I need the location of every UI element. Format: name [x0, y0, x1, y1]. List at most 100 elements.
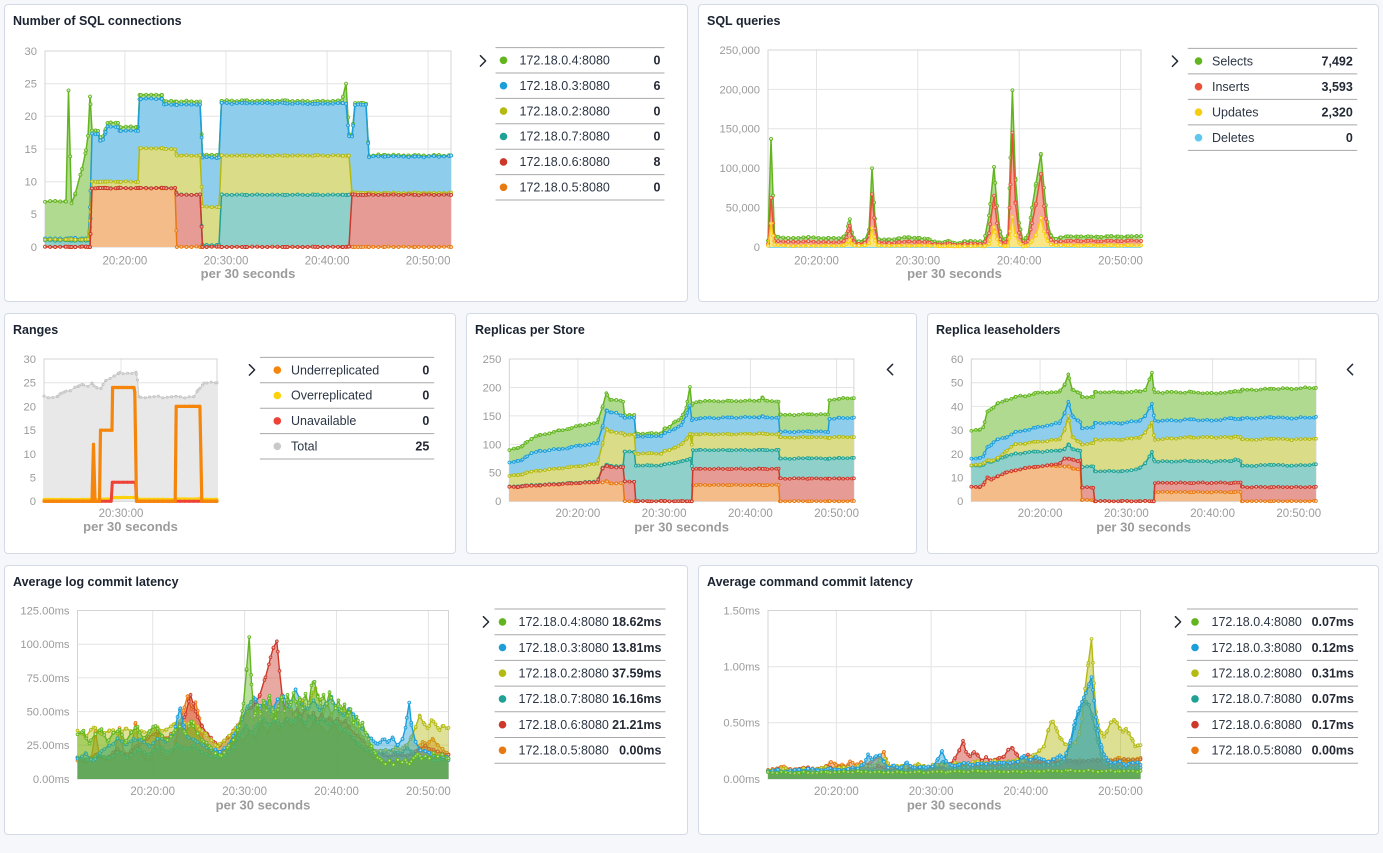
svg-text:20:40:00: 20:40:00	[728, 508, 773, 520]
svg-text:150,000: 150,000	[719, 124, 759, 136]
svg-text:172.18.0.5:8080: 172.18.0.5:8080	[520, 181, 610, 195]
svg-text:0.00ms: 0.00ms	[619, 743, 661, 757]
svg-text:15: 15	[24, 425, 36, 437]
svg-text:1.50ms: 1.50ms	[723, 605, 760, 617]
svg-text:40: 40	[950, 401, 962, 413]
svg-text:20:30:00: 20:30:00	[1104, 508, 1149, 520]
svg-text:Selects: Selects	[1212, 54, 1253, 68]
svg-text:125.00ms: 125.00ms	[20, 605, 70, 617]
svg-text:172.18.0.7:8080: 172.18.0.7:8080	[520, 130, 610, 144]
svg-text:172.18.0.2:8080: 172.18.0.2:8080	[520, 104, 610, 118]
svg-text:100,000: 100,000	[719, 163, 759, 175]
svg-text:20:40:00: 20:40:00	[314, 786, 359, 798]
svg-text:SQL queries: SQL queries	[707, 14, 780, 28]
svg-text:150: 150	[482, 411, 501, 423]
svg-text:50: 50	[950, 378, 962, 390]
svg-text:10: 10	[25, 177, 37, 189]
svg-text:0: 0	[1345, 131, 1352, 145]
svg-text:20:50:00: 20:50:00	[1098, 786, 1143, 798]
svg-text:10: 10	[24, 449, 36, 461]
svg-text:Underreplicated: Underreplicated	[291, 363, 379, 377]
svg-text:172.18.0.7:8080: 172.18.0.7:8080	[519, 692, 609, 706]
svg-text:172.18.0.2:8080: 172.18.0.2:8080	[519, 666, 609, 680]
svg-text:200,000: 200,000	[719, 84, 759, 96]
svg-text:20:50:00: 20:50:00	[406, 786, 451, 798]
svg-text:Inserts: Inserts	[1212, 80, 1250, 94]
svg-text:172.18.0.6:8080: 172.18.0.6:8080	[1211, 717, 1301, 731]
svg-text:5: 5	[31, 209, 37, 221]
svg-text:172.18.0.3:8080: 172.18.0.3:8080	[520, 79, 610, 93]
svg-text:0: 0	[654, 181, 661, 195]
svg-text:20:30:00: 20:30:00	[908, 786, 953, 798]
svg-text:Replicas per Store: Replicas per Store	[475, 323, 585, 337]
svg-text:5: 5	[30, 473, 36, 485]
svg-text:0.00ms: 0.00ms	[33, 773, 70, 785]
svg-text:Ranges: Ranges	[13, 323, 58, 337]
svg-text:60: 60	[950, 354, 962, 366]
svg-text:20:50:00: 20:50:00	[406, 256, 451, 268]
svg-text:20:20:00: 20:20:00	[794, 256, 839, 268]
svg-text:16.16ms: 16.16ms	[612, 692, 661, 706]
svg-text:0: 0	[495, 496, 501, 508]
svg-text:Average log commit latency: Average log commit latency	[13, 575, 179, 589]
svg-text:172.18.0.3:8080: 172.18.0.3:8080	[519, 640, 609, 654]
svg-text:20:20:00: 20:20:00	[1017, 508, 1062, 520]
svg-text:Number of SQL connections: Number of SQL connections	[13, 14, 182, 28]
svg-text:per 30 seconds: per 30 seconds	[906, 797, 1001, 812]
svg-text:20: 20	[24, 401, 36, 413]
svg-text:75.00ms: 75.00ms	[27, 672, 70, 684]
svg-text:25: 25	[24, 378, 36, 390]
svg-text:per 30 seconds: per 30 seconds	[1096, 519, 1191, 534]
svg-text:2,320: 2,320	[1321, 105, 1352, 119]
svg-text:0.00ms: 0.00ms	[723, 773, 760, 785]
svg-text:25: 25	[415, 440, 429, 454]
svg-text:20:50:00: 20:50:00	[1276, 508, 1321, 520]
svg-text:6: 6	[654, 79, 661, 93]
svg-text:20:30:00: 20:30:00	[99, 508, 144, 520]
svg-text:25.00ms: 25.00ms	[27, 740, 70, 752]
svg-text:0.07ms: 0.07ms	[1311, 615, 1353, 629]
svg-text:20: 20	[950, 449, 962, 461]
svg-text:0: 0	[422, 363, 429, 377]
svg-text:20: 20	[25, 111, 37, 123]
svg-text:30: 30	[25, 46, 37, 58]
svg-text:per 30 seconds: per 30 seconds	[907, 266, 1002, 281]
svg-text:per 30 seconds: per 30 seconds	[634, 519, 729, 534]
svg-text:20:40:00: 20:40:00	[996, 256, 1041, 268]
svg-text:8: 8	[654, 155, 661, 169]
svg-text:1.00ms: 1.00ms	[723, 661, 760, 673]
svg-text:0: 0	[654, 130, 661, 144]
svg-text:172.18.0.7:8080: 172.18.0.7:8080	[1211, 692, 1301, 706]
svg-text:20:20:00: 20:20:00	[103, 256, 148, 268]
svg-text:per 30 seconds: per 30 seconds	[83, 519, 178, 534]
svg-text:200: 200	[482, 382, 501, 394]
svg-text:Total: Total	[291, 440, 317, 454]
svg-text:30: 30	[24, 354, 36, 366]
svg-text:0.12ms: 0.12ms	[1311, 640, 1353, 654]
svg-text:50.00ms: 50.00ms	[27, 706, 70, 718]
svg-text:0: 0	[654, 104, 661, 118]
svg-text:172.18.0.4:8080: 172.18.0.4:8080	[519, 615, 609, 629]
svg-text:20:20:00: 20:20:00	[555, 508, 600, 520]
svg-text:0: 0	[31, 242, 37, 254]
svg-text:Unavailable: Unavailable	[291, 414, 356, 428]
svg-text:20:20:00: 20:20:00	[130, 786, 175, 798]
svg-text:Deletes: Deletes	[1212, 131, 1254, 145]
svg-text:Overreplicated: Overreplicated	[291, 389, 372, 403]
svg-text:172.18.0.6:8080: 172.18.0.6:8080	[519, 717, 609, 731]
svg-text:21.21ms: 21.21ms	[612, 717, 661, 731]
svg-text:50: 50	[488, 468, 500, 480]
svg-text:13.81ms: 13.81ms	[612, 640, 661, 654]
svg-text:Updates: Updates	[1212, 105, 1259, 119]
svg-text:0.17ms: 0.17ms	[1311, 717, 1353, 731]
svg-text:0: 0	[422, 414, 429, 428]
svg-text:0.50ms: 0.50ms	[723, 717, 760, 729]
svg-text:30: 30	[950, 425, 962, 437]
svg-text:10: 10	[950, 473, 962, 485]
svg-text:0: 0	[957, 496, 963, 508]
svg-text:Average command commit latency: Average command commit latency	[707, 575, 913, 589]
svg-text:20:30:00: 20:30:00	[641, 508, 686, 520]
svg-text:250,000: 250,000	[719, 45, 759, 57]
svg-text:0.31ms: 0.31ms	[1311, 666, 1353, 680]
svg-text:20:30:00: 20:30:00	[204, 256, 249, 268]
